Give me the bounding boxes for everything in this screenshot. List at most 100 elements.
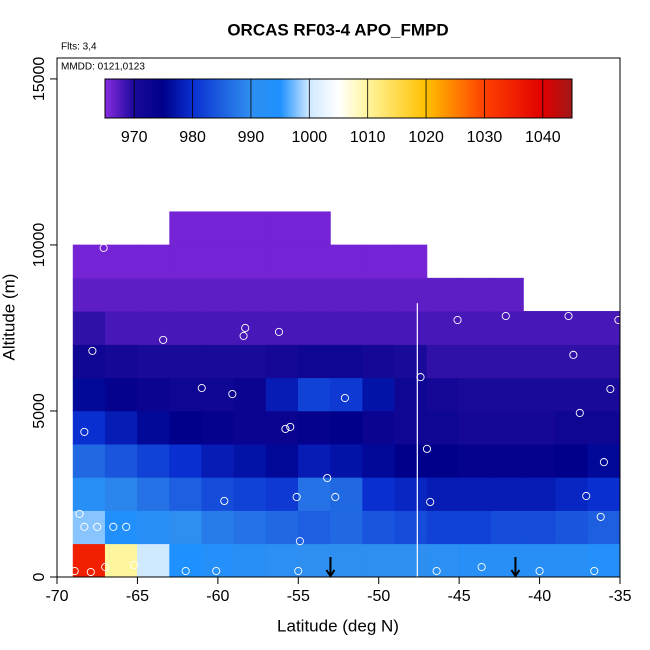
- sample-point: [80, 522, 89, 531]
- annotation: MMDD: 0121,0123: [61, 62, 145, 73]
- heat-cell: [458, 410, 492, 445]
- sample-point: [575, 408, 584, 418]
- x-axis-label: Latitude (deg N): [277, 616, 399, 635]
- sample-point: [220, 496, 229, 506]
- x-tick-label: -70: [45, 588, 68, 605]
- heat-cell: [72, 311, 106, 345]
- heat-cell: [169, 410, 203, 445]
- sample-point: [93, 522, 102, 531]
- heat-cell: [523, 410, 556, 445]
- heat-cell: [297, 510, 331, 545]
- heat-cell: [201, 311, 235, 345]
- sample-point: [197, 384, 206, 393]
- heat-cell: [201, 410, 235, 445]
- plot-frame: [56, 57, 621, 578]
- heat-cell: [523, 344, 556, 379]
- heat-cell: [104, 344, 138, 379]
- heat-cell: [330, 311, 363, 345]
- sample-point: [432, 566, 441, 576]
- heat-cell: [201, 344, 235, 379]
- sample-point: [241, 323, 250, 333]
- heat-cell: [169, 344, 203, 379]
- heat-cell: [137, 477, 170, 511]
- heat-cell: [426, 344, 460, 379]
- heat-cell: [265, 277, 299, 312]
- heat-cell: [233, 311, 267, 345]
- x-tick-label: -65: [126, 588, 149, 605]
- heat-cell: [426, 510, 460, 545]
- heat-cell: [233, 211, 267, 246]
- sample-point: [477, 562, 486, 572]
- heat-cell: [394, 477, 428, 511]
- heat-cell: [104, 443, 138, 478]
- colorbar-tick-label: 1020: [408, 129, 444, 146]
- heat-cell: [265, 244, 299, 279]
- x-tick-label: -35: [608, 588, 631, 605]
- heat-cell: [330, 543, 363, 578]
- heat-cell: [72, 277, 106, 312]
- heat-cell: [458, 311, 492, 345]
- sample-point: [453, 315, 462, 325]
- heat-cell: [523, 377, 556, 412]
- sample-point: [501, 311, 510, 321]
- heat-cell: [330, 510, 363, 545]
- heat-cell: [426, 443, 460, 478]
- heat-cell: [233, 510, 267, 545]
- heat-cell: [104, 277, 138, 312]
- heat-cell: [104, 311, 138, 345]
- heat-cell: [233, 344, 267, 379]
- y-tick-label: 0: [31, 572, 48, 581]
- x-tick-label: -60: [206, 588, 229, 605]
- heat-cell: [169, 543, 203, 578]
- sample-point: [159, 335, 168, 344]
- y-tick-label: 5000: [31, 393, 48, 429]
- heat-cell: [297, 277, 331, 312]
- heat-cell: [362, 277, 396, 312]
- sample-point: [590, 566, 599, 576]
- heat-cell: [394, 543, 428, 578]
- sample-point: [80, 427, 89, 436]
- heat-cell: [265, 443, 299, 478]
- heat-cell: [458, 277, 492, 312]
- heat-cell: [458, 377, 492, 412]
- y-tick-label: 15000: [31, 57, 48, 102]
- heat-cell: [587, 543, 621, 578]
- heat-cell: [555, 311, 589, 345]
- sample-point: [88, 346, 97, 355]
- colorbar: [104, 78, 573, 119]
- heat-cell: [362, 244, 396, 279]
- heat-cell: [330, 244, 363, 279]
- sample-point: [323, 473, 332, 483]
- sample-point: [331, 492, 340, 502]
- heat-cell: [555, 510, 589, 545]
- heat-cell: [523, 543, 556, 578]
- sample-point: [122, 522, 131, 531]
- arrow: [510, 557, 521, 578]
- colorbar-tick-label: 1010: [350, 129, 386, 146]
- y-tick-label: 10000: [31, 223, 48, 268]
- heat-cell: [458, 543, 492, 578]
- heat-cell: [137, 443, 170, 478]
- heat-cell: [426, 311, 460, 345]
- heat-cell: [265, 477, 299, 511]
- sample-point: [340, 393, 349, 403]
- sample-point: [295, 537, 304, 546]
- heat-cell: [169, 477, 203, 511]
- heat-cell: [265, 510, 299, 545]
- sample-point: [614, 315, 623, 325]
- heat-cell: [426, 377, 460, 412]
- heat-cell: [297, 344, 331, 379]
- heat-cell: [233, 410, 267, 445]
- heat-cell: [201, 244, 235, 279]
- heat-cell: [137, 344, 170, 379]
- sample-point: [101, 562, 110, 572]
- heat-cell: [555, 377, 589, 412]
- sample-point: [75, 509, 84, 518]
- heat-cell: [394, 410, 428, 445]
- heat-cell: [201, 543, 235, 578]
- heat-cell: [137, 277, 170, 312]
- heat-cell: [297, 477, 331, 511]
- heat-cell: [137, 510, 170, 545]
- heat-cell: [362, 344, 396, 379]
